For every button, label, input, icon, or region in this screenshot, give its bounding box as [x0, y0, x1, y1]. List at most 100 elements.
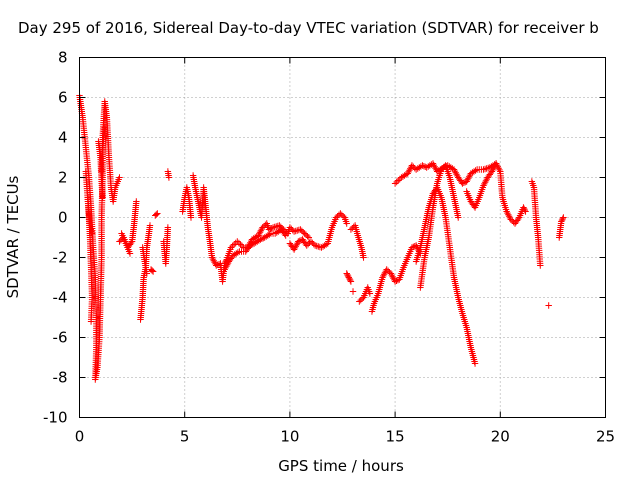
- data-point: [227, 244, 235, 251]
- grid: [79, 57, 606, 418]
- data-point: [304, 232, 311, 240]
- data-point: [259, 224, 266, 231]
- data-point: [305, 234, 313, 241]
- plot-frame: [79, 57, 606, 418]
- data-point: [332, 214, 340, 221]
- data-series-sdtvar: [76, 92, 567, 383]
- data-point: [258, 235, 266, 243]
- data-point: [344, 271, 351, 279]
- data-point: [349, 224, 356, 232]
- data-point: [439, 164, 446, 172]
- data-point: [340, 212, 347, 220]
- data-point: [267, 225, 274, 233]
- data-point: [408, 162, 416, 169]
- data-point: [520, 205, 528, 213]
- data-point: [307, 238, 315, 245]
- data-point: [246, 242, 254, 249]
- data-point: [257, 236, 264, 243]
- y-tick-label: 8: [58, 49, 68, 67]
- chart-title: Day 295 of 2016, Sidereal Day-to-day VTE…: [18, 19, 599, 37]
- data-point: [537, 262, 544, 269]
- data-point: [334, 212, 341, 220]
- data-point: [338, 211, 345, 219]
- y-tick-label: -4: [53, 289, 68, 307]
- data-point: [304, 240, 312, 248]
- y-tick-label: -6: [53, 329, 68, 347]
- data-point: [88, 230, 96, 237]
- data-point: [234, 249, 242, 256]
- y-tick-label: -2: [53, 249, 68, 267]
- y-tick-labels: -10 -8 -6 -4 -2 0 2 4 6 8: [43, 49, 68, 427]
- data-point: [349, 288, 357, 295]
- data-point: [384, 267, 392, 275]
- x-tick-label: 25: [596, 428, 615, 446]
- data-point: [545, 302, 552, 309]
- data-point: [558, 218, 565, 225]
- data-point: [298, 227, 306, 235]
- data-point: [356, 298, 363, 305]
- data-point: [520, 204, 527, 211]
- data-point: [366, 290, 374, 297]
- data-point: [133, 198, 140, 205]
- data-point: [345, 274, 353, 281]
- data-point: [560, 214, 567, 221]
- data-point: [286, 224, 294, 231]
- data-point: [265, 226, 273, 233]
- y-axis-label: SDTVAR / TECUs: [4, 175, 22, 298]
- x-tick-label: 20: [491, 428, 510, 446]
- data-point: [303, 242, 310, 249]
- data-point: [410, 163, 417, 171]
- data-point: [360, 254, 367, 261]
- data-point: [391, 180, 399, 187]
- data-point: [309, 239, 316, 247]
- data-point: [492, 160, 500, 167]
- data-point: [116, 238, 123, 245]
- data-point: [393, 277, 400, 285]
- data-point: [187, 214, 195, 221]
- data-point: [282, 232, 289, 239]
- data-point: [471, 360, 479, 367]
- data-point: [302, 231, 310, 239]
- data-point: [559, 215, 566, 223]
- y-tick-label: 6: [58, 89, 68, 107]
- data-point: [344, 272, 352, 280]
- data-point: [521, 206, 529, 214]
- data-point: [153, 211, 160, 218]
- data-point: [460, 179, 468, 187]
- data-point: [391, 278, 399, 285]
- data-point: [343, 270, 350, 277]
- data-point: [277, 223, 284, 231]
- data-point: [260, 222, 268, 230]
- data-point: [288, 225, 295, 233]
- data-point: [358, 295, 366, 303]
- data-point: [346, 275, 353, 283]
- y-tick-label: 4: [58, 129, 68, 147]
- data-point: [237, 241, 244, 248]
- data-point: [496, 166, 503, 174]
- data-point: [214, 261, 221, 269]
- data-point: [268, 224, 275, 232]
- data-point: [143, 270, 151, 277]
- data-point: [419, 162, 426, 169]
- data-point: [347, 278, 355, 285]
- data-point: [300, 228, 307, 236]
- x-tick-label: 0: [75, 428, 85, 446]
- data-point: [347, 276, 354, 284]
- x-axis-label: GPS time / hours: [278, 457, 404, 475]
- x-tick-label: 10: [280, 428, 299, 446]
- data-point: [507, 216, 515, 223]
- data-point: [148, 267, 156, 274]
- data-point: [248, 241, 255, 249]
- axis-ticks: [79, 57, 606, 418]
- data-point: [164, 224, 172, 231]
- data-point: [558, 216, 566, 224]
- y-tick-label: 2: [58, 169, 68, 187]
- data-point: [276, 222, 283, 229]
- data-point: [393, 178, 400, 186]
- data-point: [116, 174, 123, 181]
- data-point: [492, 161, 499, 169]
- data-point: [472, 167, 479, 174]
- y-tick-label: -10: [43, 409, 68, 427]
- data-point: [126, 250, 134, 257]
- y-tick-label: 0: [58, 209, 68, 227]
